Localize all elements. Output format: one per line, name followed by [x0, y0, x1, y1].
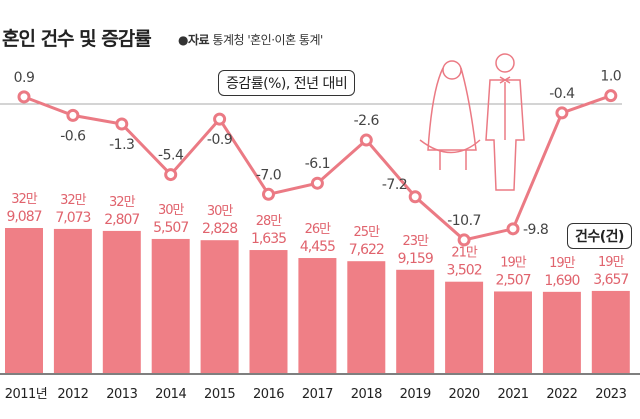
bar-2013 [102, 230, 141, 373]
x-tick-label: 2022 [546, 387, 577, 402]
bar-label-bottom: 3,502 [447, 263, 482, 279]
bar-label-bottom: 2,507 [495, 272, 530, 288]
rate-point-2020 [457, 233, 471, 247]
bar-2014 [151, 238, 190, 373]
bar-2012 [53, 228, 92, 373]
x-tick-label: 2017 [302, 387, 333, 402]
bar-label-top: 21만 [451, 246, 478, 261]
x-tick-label: 2020 [449, 387, 480, 402]
bar-label-bottom: 9,087 [6, 209, 41, 225]
rate-label: 0.9 [14, 70, 35, 86]
rate-point-2021 [506, 222, 520, 236]
rate-point-2013 [115, 117, 129, 131]
rate-point-2014 [164, 168, 178, 182]
x-tick-label: 2013 [106, 387, 137, 402]
bar-label-bottom: 1,690 [544, 273, 579, 289]
wedding-couple-icon [419, 53, 525, 191]
bar-label-top: 26만 [305, 222, 332, 237]
rate-point-2015 [213, 112, 227, 126]
bar-label-top: 25만 [354, 225, 381, 240]
bar-2021 [494, 291, 532, 373]
x-tick-label: 2012 [57, 387, 88, 402]
legend-rate: 증감률(%), 전년 대비 [218, 70, 356, 96]
bar-label-top: 30만 [207, 204, 234, 219]
bar-label-top: 28만 [256, 214, 283, 229]
rate-label: -0.6 [60, 128, 86, 144]
rate-label: -7.2 [382, 177, 407, 193]
x-tick-label: 2018 [351, 387, 382, 402]
rate-label: -1.3 [109, 137, 134, 153]
rate-point-2019 [408, 190, 422, 204]
bar-label-bottom: 2,807 [104, 212, 139, 228]
bar-label-top: 23만 [402, 234, 429, 249]
rate-label: -0.9 [207, 132, 232, 148]
bar-2022 [542, 291, 581, 373]
rate-point-2017 [310, 176, 324, 190]
bar-2019 [396, 269, 435, 373]
rate-label: -10.7 [447, 213, 481, 229]
bar-label-bottom: 7,073 [55, 210, 90, 226]
bar-label-top: 30만 [158, 203, 185, 218]
bar-2016 [249, 250, 288, 373]
x-tick-label: 2011년 [5, 387, 48, 402]
rate-point-2022 [555, 106, 569, 120]
bar-label-bottom: 5,507 [153, 220, 188, 236]
bar-2017 [298, 258, 337, 373]
bar-label-top: 32만 [60, 193, 87, 208]
bar-label-top: 19만 [500, 255, 527, 270]
x-tick-label: 2015 [204, 387, 235, 402]
x-tick-label: 2014 [155, 387, 186, 402]
rate-point-2016 [262, 187, 275, 201]
x-tick-label: 2016 [253, 387, 284, 402]
rate-label: -2.6 [354, 113, 380, 129]
x-tick-label: 2023 [595, 387, 626, 402]
bar-label-top: 19만 [549, 256, 576, 271]
bar-label-bottom: 1,635 [251, 231, 286, 247]
bar-2015 [200, 240, 239, 373]
chart-title: 혼인 건수 및 증감률 [2, 28, 152, 50]
rate-label: -0.4 [549, 86, 575, 102]
bar-2018 [347, 261, 386, 373]
rate-point-2011년 [17, 90, 31, 104]
rate-label: -7.0 [256, 167, 281, 183]
source-text: 통계청 '혼인·이혼 통계' [212, 33, 323, 47]
rate-point-2018 [359, 133, 373, 147]
bar-2023 [591, 290, 630, 373]
x-tick-label: 2021 [497, 387, 528, 402]
bar-label-top: 19만 [598, 255, 625, 270]
bullet: ● [178, 33, 188, 47]
source-note: ●자료 통계청 '혼인·이혼 통계' [178, 31, 323, 48]
bar-label-bottom: 9,159 [398, 251, 433, 267]
x-tick-label: 2019 [400, 387, 431, 402]
rate-label: 1.0 [600, 69, 621, 85]
bar-label-bottom: 3,657 [593, 272, 628, 288]
bar-2011년 [5, 228, 43, 373]
rate-point-2012 [66, 108, 80, 122]
bar-label-bottom: 4,455 [300, 239, 335, 255]
rate-point-2023 [604, 89, 618, 103]
legend-count: 건수(건) [567, 223, 632, 249]
rate-label: -9.8 [523, 222, 548, 238]
bar-label-bottom: 7,622 [349, 242, 384, 258]
bar-2020 [445, 281, 484, 373]
bar-label-top: 32만 [11, 192, 38, 207]
rate-label: -6.1 [305, 156, 330, 172]
source-label: 자료 [187, 33, 210, 47]
bar-label-top: 32만 [109, 195, 136, 210]
rate-label: -5.4 [158, 148, 184, 164]
bar-label-bottom: 2,828 [202, 221, 237, 237]
